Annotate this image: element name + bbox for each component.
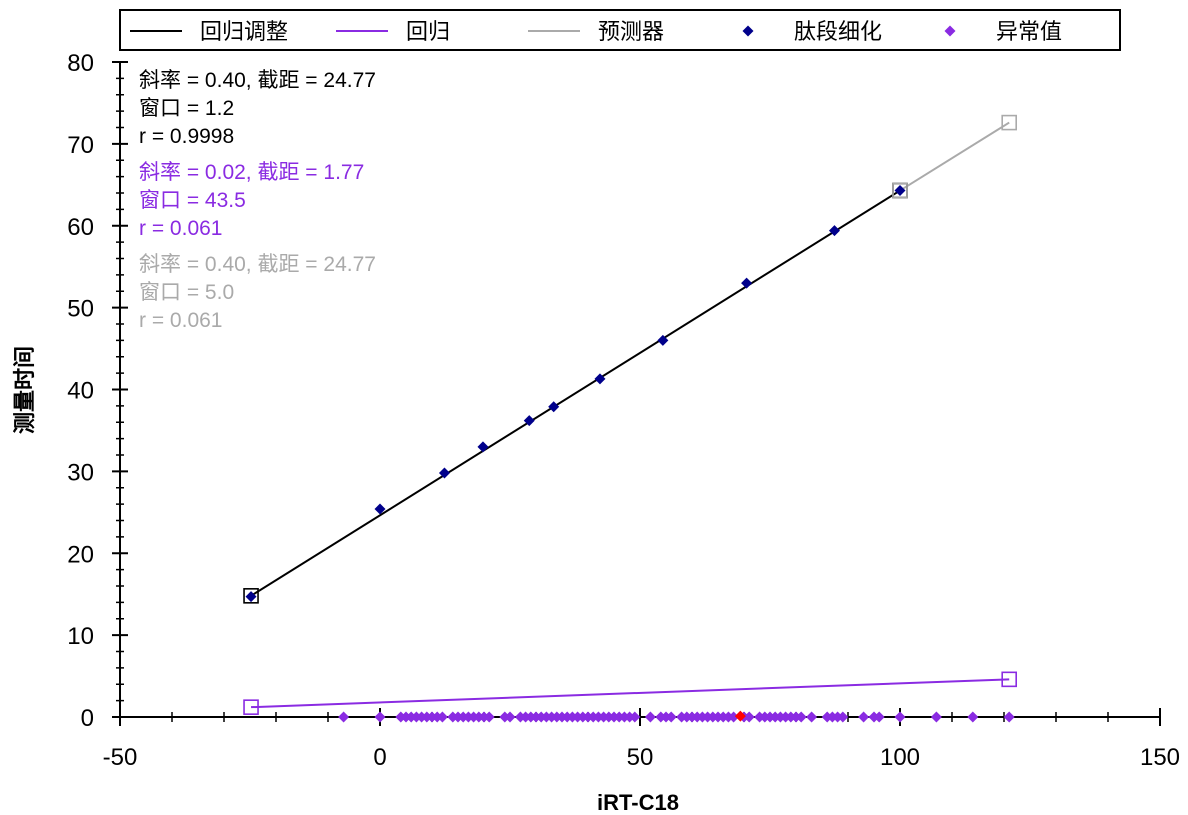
data-point — [894, 185, 906, 197]
stats-annotations: 斜率 = 0.40, 截距 = 24.77 窗口 = 1.2 r = 0.9998 斜… — [139, 69, 376, 332]
data-point — [629, 711, 641, 723]
stats-text-line: r = 0.9998 — [139, 125, 234, 148]
y-tick-label: 10 — [67, 623, 94, 650]
stats-text-line: 窗口 = 43.5 — [139, 189, 246, 212]
data-point — [930, 711, 942, 723]
y-tick-label: 40 — [67, 378, 94, 405]
data-point — [504, 711, 516, 723]
series-lines — [250, 121, 1010, 709]
series-points — [243, 114, 1018, 723]
data-point — [338, 711, 350, 723]
x-axis-label: iRT-C18 — [597, 790, 679, 815]
legend-label: 预测器 — [598, 19, 664, 44]
data-point — [734, 710, 746, 722]
data-point — [795, 711, 807, 723]
data-point — [828, 225, 840, 237]
y-tick-label: 30 — [67, 459, 94, 486]
legend-label: 肽段细化 — [794, 19, 882, 44]
legend-diamond-swatch — [944, 25, 956, 37]
data-point — [436, 711, 448, 723]
stats-text-line: r = 0.061 — [139, 309, 222, 332]
stats-text-line: 窗口 = 5.0 — [139, 281, 234, 304]
stats-text-line: 斜率 = 0.40, 截距 = 24.77 — [139, 253, 376, 276]
data-point — [858, 711, 870, 723]
data-point — [967, 711, 979, 723]
data-point — [728, 711, 740, 723]
data-point — [894, 711, 906, 723]
data-point — [665, 711, 677, 723]
data-point — [483, 711, 495, 723]
series-line — [251, 678, 1010, 709]
axes: 0 10 20 30 40 50 60 70 80 -50 0 50 100 150 — [67, 50, 1180, 771]
x-tick-label: 0 — [373, 744, 386, 771]
data-point — [477, 441, 489, 453]
data-point — [438, 467, 450, 479]
data-point — [523, 415, 535, 427]
data-point — [657, 334, 669, 346]
line-end-marker — [1001, 671, 1018, 688]
line-end-marker — [243, 699, 259, 715]
x-tick-label: 50 — [627, 744, 654, 771]
y-tick-label: 50 — [67, 296, 94, 323]
stats-text-line: r = 0.061 — [139, 217, 222, 240]
data-point — [743, 711, 755, 723]
x-tick-label: -50 — [103, 744, 138, 771]
y-tick-label: 60 — [67, 214, 94, 241]
data-point — [548, 401, 560, 413]
y-tick-label: 70 — [67, 132, 94, 159]
data-point — [245, 591, 257, 603]
data-point — [806, 711, 818, 723]
legend-label: 回归调整 — [200, 19, 288, 44]
data-point — [374, 711, 386, 723]
line-end-marker — [892, 182, 908, 199]
stats-text-line: 窗口 = 1.2 — [139, 97, 234, 120]
series-line — [899, 121, 1010, 192]
data-point — [594, 373, 606, 385]
legend-label: 回归 — [406, 19, 450, 44]
data-point — [1003, 711, 1015, 723]
stats-text-line: 斜率 = 0.02, 截距 = 1.77 — [139, 161, 364, 184]
legend: 回归调整 回归 预测器 肽段细化 异常值 — [119, 9, 1121, 51]
x-tick-label: 100 — [880, 744, 920, 771]
y-tick-label: 80 — [67, 50, 94, 77]
line-end-marker — [1001, 114, 1018, 131]
line-end-marker — [243, 588, 259, 604]
legend-label: 异常值 — [996, 19, 1062, 44]
data-point — [837, 711, 849, 723]
data-point — [741, 277, 753, 289]
y-tick-label: 0 — [81, 705, 94, 732]
data-point — [644, 711, 656, 723]
legend-diamond-swatch — [742, 25, 754, 37]
stats-text-line: 斜率 = 0.40, 截距 = 24.77 — [139, 69, 376, 92]
x-tick-label: 150 — [1140, 744, 1180, 771]
series-line — [250, 189, 901, 597]
y-tick-label: 20 — [67, 541, 94, 568]
data-point — [873, 711, 885, 723]
y-axis-label: 测量时间 — [12, 346, 37, 434]
data-point — [374, 503, 386, 515]
